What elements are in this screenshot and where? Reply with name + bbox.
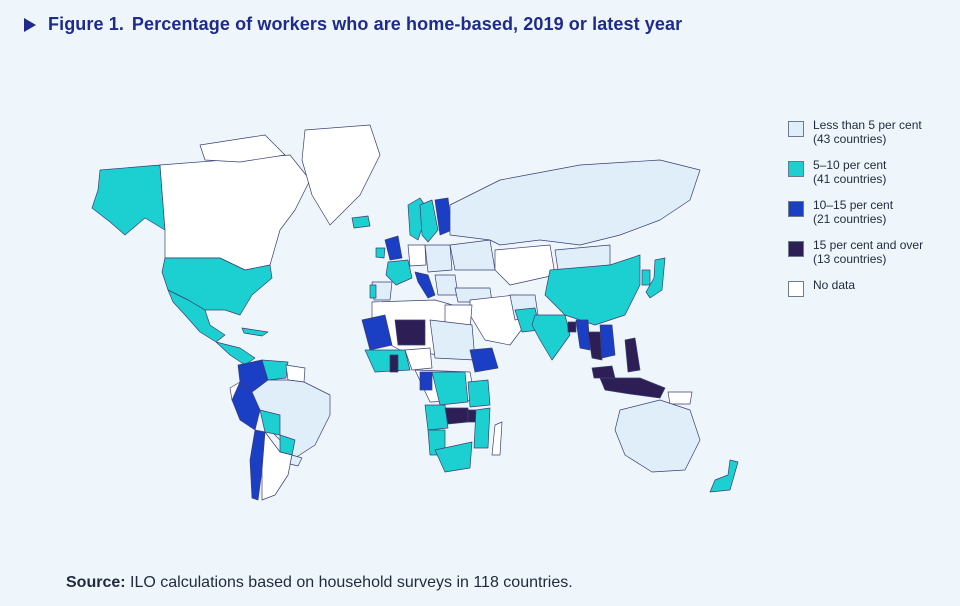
country-portugal — [369, 284, 377, 299]
country-ukraine-region — [449, 239, 496, 271]
country-uruguay — [289, 454, 303, 467]
country-west-africa-coast — [364, 349, 411, 373]
country-myanmar — [575, 319, 591, 351]
source-note: Source: ILO calculations based on househ… — [66, 574, 573, 592]
legend-item-5-10: 5–10 per cent (41 countries) — [788, 158, 958, 186]
country-zambia — [444, 407, 469, 425]
country-madagascar — [491, 421, 503, 456]
legend-swatch-15plus — [788, 241, 804, 257]
legend-label-5-10: 5–10 per cent — [813, 158, 887, 172]
source-text: ILO calculations based on household surv… — [125, 574, 573, 591]
country-central-europe — [424, 244, 453, 273]
country-greenland — [301, 124, 381, 226]
country-malawi — [467, 409, 477, 423]
country-drc — [431, 371, 469, 406]
country-alaska — [91, 164, 166, 236]
country-iceland — [351, 215, 371, 229]
country-vietnam — [599, 324, 616, 359]
country-russia — [449, 159, 701, 246]
figure-title-text: Percentage of workers who are home-based… — [131, 14, 683, 34]
legend-count-15plus: (13 countries) — [813, 252, 887, 266]
country-mexico — [167, 289, 226, 343]
legend-item-lt5: Less than 5 per cent (43 countries) — [788, 118, 958, 146]
country-south-africa — [434, 441, 473, 473]
country-japan — [645, 257, 666, 299]
country-chad-sudan — [429, 319, 476, 361]
figure-header: Figure 1. Percentage of workers who are h… — [24, 14, 682, 35]
country-italy — [414, 271, 436, 299]
figure-number: Figure 1. — [48, 14, 124, 34]
country-angola — [424, 404, 449, 431]
country-png — [667, 391, 693, 405]
country-germany — [407, 244, 427, 267]
country-mali — [361, 314, 393, 351]
country-indonesia — [599, 377, 666, 399]
country-ghana — [389, 354, 399, 373]
country-balkans — [434, 274, 459, 296]
country-guyana — [285, 364, 306, 383]
country-venezuela — [261, 359, 289, 381]
legend-item-nodata: No data — [788, 278, 958, 297]
country-bangladesh — [567, 321, 577, 333]
country-france — [385, 259, 413, 286]
country-ethiopia — [469, 347, 499, 373]
country-central-america — [215, 341, 256, 366]
country-malaysia — [591, 365, 616, 379]
country-canada-north — [199, 134, 286, 163]
country-cuba — [241, 327, 269, 337]
country-korea — [641, 269, 651, 286]
legend-item-15plus: 15 per cent and over (13 countries) — [788, 238, 958, 266]
country-kazakhstan-region — [494, 244, 556, 286]
country-brazil — [251, 379, 331, 459]
legend-swatch-10-15 — [788, 201, 804, 217]
legend-count-5-10: (41 countries) — [813, 172, 887, 186]
country-thailand — [587, 331, 603, 361]
map-legend: Less than 5 per cent (43 countries) 5–10 … — [788, 118, 958, 309]
legend-label-15plus: 15 per cent and over — [813, 238, 924, 252]
country-canada — [159, 154, 311, 271]
figure-title: Figure 1. Percentage of workers who are h… — [48, 14, 682, 35]
country-ireland — [375, 247, 386, 259]
country-tanzania — [467, 379, 491, 408]
legend-label-lt5: Less than 5 per cent — [813, 118, 922, 132]
legend-count-10-15: (21 countries) — [813, 212, 887, 226]
legend-label-nodata: No data — [813, 278, 856, 292]
legend-label-10-15: 10–15 per cent — [813, 198, 894, 212]
country-argentina — [261, 431, 293, 501]
country-uk — [384, 235, 403, 261]
country-niger — [394, 319, 426, 346]
legend-item-10-15: 10–15 per cent (21 countries) — [788, 198, 958, 226]
source-label: Source: — [66, 574, 126, 591]
country-india — [531, 314, 571, 361]
legend-swatch-nodata — [788, 281, 804, 297]
country-mozambique — [473, 407, 491, 449]
legend-swatch-lt5 — [788, 121, 804, 137]
world-map — [91, 124, 739, 501]
country-philippines — [624, 337, 641, 373]
legend-swatch-5-10 — [788, 161, 804, 177]
country-nigeria — [404, 347, 433, 371]
country-gabon — [419, 371, 433, 391]
play-triangle-icon — [24, 17, 36, 32]
country-sweden — [419, 199, 439, 243]
country-australia — [614, 399, 701, 473]
country-china — [544, 254, 641, 326]
country-new-zealand — [709, 459, 739, 493]
legend-count-lt5: (43 countries) — [813, 132, 887, 146]
